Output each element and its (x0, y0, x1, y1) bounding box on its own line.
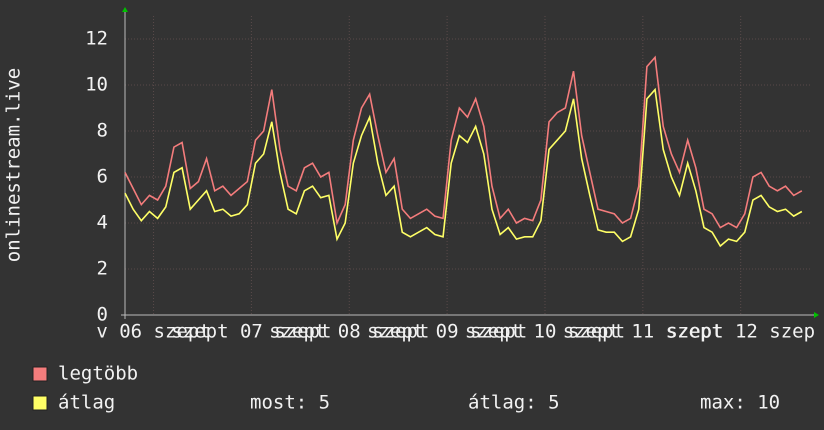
legend-swatch (32, 395, 48, 411)
y-tick-label: 4 (97, 212, 108, 234)
series-line (124, 55, 803, 229)
x-tick-label: szept 09 szept (367, 321, 527, 343)
y-tick-label: 12 (85, 28, 108, 50)
y-axis-label: onlinestream.live (3, 68, 25, 262)
legend-label: átlag (58, 392, 115, 414)
x-tick-label: szept 11 szept (563, 321, 723, 343)
y-tick-label: 6 (97, 166, 108, 188)
legend-swatch (32, 366, 48, 382)
x-tick-label: v 06 szept (96, 321, 210, 343)
y-tick-label: 2 (97, 258, 108, 280)
y-tick-label: 8 (97, 120, 108, 142)
legend-stat: átlag: 5 (468, 392, 560, 414)
axis-arrow (122, 7, 128, 12)
axis-arrow (814, 312, 819, 318)
y-tick-label: 10 (85, 74, 108, 96)
y-tick-label: 0 (97, 304, 108, 326)
x-tick-label: szept 07 szept (171, 321, 331, 343)
x-tick-label: szept 08 szept (269, 321, 429, 343)
series-line (124, 87, 803, 248)
legend-label: legtöbb (58, 363, 138, 385)
legend-stat: most: 5 (250, 392, 330, 414)
x-tick-label: szept 12 szep (666, 321, 815, 343)
legend-stat: max: 10 (700, 392, 780, 414)
x-tick-label: szept 10 szept (465, 321, 625, 343)
